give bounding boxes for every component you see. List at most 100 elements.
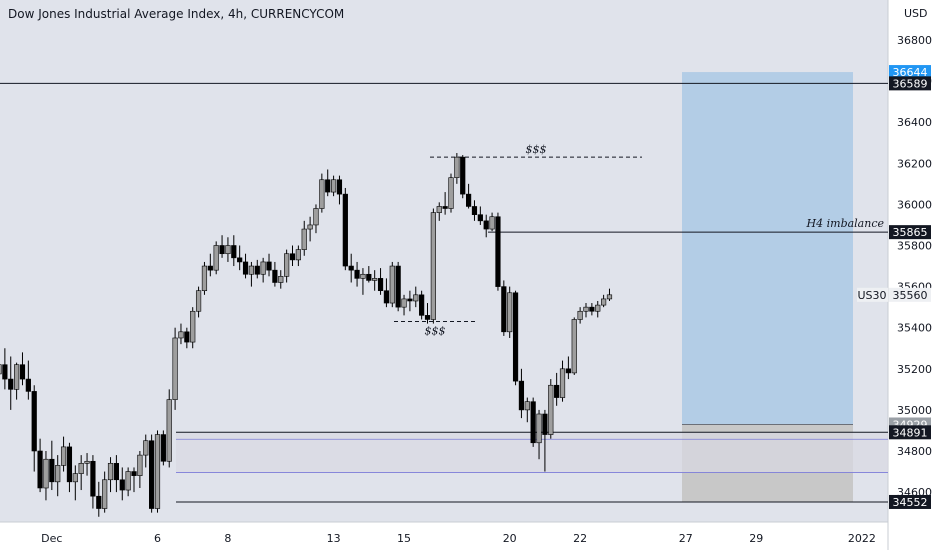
candle-up [583,306,589,312]
chart-title: Dow Jones Industrial Average Index, 4h, … [8,7,344,21]
candle-down [554,384,560,398]
candle-down [483,220,489,230]
candle-up [55,465,61,483]
candles-layer [0,153,613,517]
candle-up [84,460,90,464]
candle-down [242,261,249,275]
candle-down [119,479,125,491]
candle-down [477,214,483,222]
time-tick-label: 13 [327,532,341,545]
candle-up [72,473,78,483]
candle-up [301,228,307,250]
price-tick-label: 36400 [897,116,932,129]
candle-down [471,206,478,215]
candle-down [565,368,571,374]
candle-down [377,278,384,292]
candle-up [195,290,202,312]
candle-up [430,212,436,320]
price-tick-label: 35000 [897,404,932,417]
candle-up [601,298,607,306]
candle-down [219,245,225,255]
liquidity-high-label: $$$ [526,143,547,156]
candle-up [559,368,566,398]
candle-up [489,216,495,230]
candle-up [577,310,583,320]
candle-down [336,179,343,195]
candle-up [178,331,184,339]
candle-up [413,294,419,302]
symbol-tag-bg [857,287,888,302]
candle-down [442,206,448,209]
candle-up [278,276,284,283]
candle-down [419,294,425,316]
candle-down [19,364,26,380]
price-tag-bg [889,425,931,440]
time-tick-label: 6 [154,532,161,545]
price-tick-label: 35200 [897,363,932,376]
time-tick-label: 20 [503,532,517,545]
time-tick-label: 2022 [848,532,876,545]
time-tick-label: Dec [41,532,62,545]
price-tag-label: 35560 [893,289,928,302]
candle-up [143,440,149,456]
candle-down [272,269,278,283]
candle-down [407,298,413,302]
candle-down [501,286,507,333]
candle-down [184,331,190,343]
candle-up [401,298,407,308]
candle-down [530,401,536,444]
price-tick-label: 34800 [897,445,932,458]
candle-down [131,471,137,476]
candle-down [354,269,360,279]
candle-up [172,337,178,400]
candle-up [107,463,114,481]
candle-up [284,253,290,277]
price-tick-label: 36200 [897,157,932,170]
candle-up [102,479,108,509]
candle-up [260,261,266,275]
candle-down [160,434,166,462]
annotations-layer: $$$ $$$ H4 imbalance [425,143,885,337]
price-tag-label: 35865 [893,226,928,239]
time-tick-label: 8 [224,532,231,545]
candle-down [207,265,213,271]
candle-down [37,450,43,489]
candle-down [518,380,525,411]
candle-down [149,440,155,509]
candle-up [548,384,554,435]
candle-up [330,179,337,193]
candle-up [0,364,2,375]
candle-up [536,413,542,444]
price-tick-label: 35800 [897,240,932,253]
candle-up [60,446,67,466]
candle-down [96,495,102,509]
price-tag-bg [889,65,931,80]
price-tag-label: 34891 [893,426,928,439]
time-tick-label: 15 [397,532,411,545]
price-tick-label: 36800 [897,34,932,47]
candle-up [125,471,131,491]
candle-up [166,399,172,462]
candle-up [201,265,208,292]
candle-up [154,434,161,509]
candle-down [325,179,331,193]
price-tag-bg [889,494,931,509]
candle-up [372,278,378,281]
candle-down [237,257,243,263]
candle-up [78,463,84,474]
time-axis-ticks: Dec 6 8 13 15 20 22 27 29 2022 [41,532,876,545]
candle-down [25,378,31,392]
candle-down [348,265,354,271]
candle-up [137,454,143,476]
candle-down [2,364,8,380]
h4-imbalance-label: H4 imbalance [806,217,885,230]
candle-down [424,315,431,320]
candle-up [454,156,460,178]
candle-down [342,193,348,267]
target-zone [682,72,853,425]
price-tag-bg [889,287,931,302]
candle-down [465,193,472,207]
candle-down [366,273,372,281]
